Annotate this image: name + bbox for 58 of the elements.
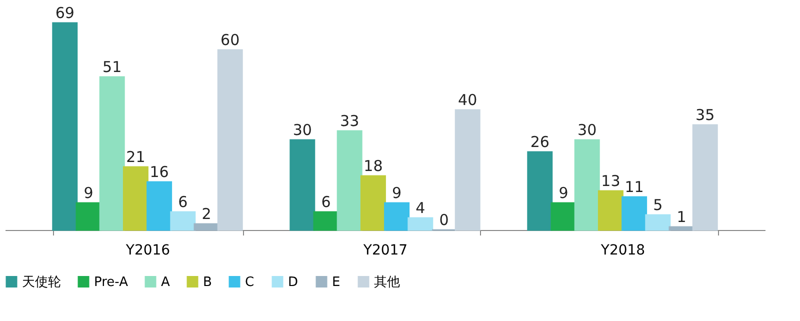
bar xyxy=(384,202,410,231)
data-label: 0 xyxy=(439,211,449,229)
bar xyxy=(336,130,362,231)
legend-label: D xyxy=(288,274,298,290)
data-label: 4 xyxy=(416,199,426,217)
data-label: 16 xyxy=(150,163,169,181)
data-label: 26 xyxy=(530,133,550,151)
data-label: 2 xyxy=(202,205,212,223)
data-label: 9 xyxy=(84,184,94,202)
bar xyxy=(550,202,576,231)
bar xyxy=(360,175,386,231)
data-label: 30 xyxy=(292,121,312,139)
data-label: 11 xyxy=(624,178,644,196)
bar xyxy=(313,211,339,231)
bar xyxy=(574,139,600,231)
legend-label: C xyxy=(245,274,254,290)
bar xyxy=(99,76,125,231)
bar xyxy=(290,139,316,231)
bar xyxy=(122,166,148,231)
data-label: 40 xyxy=(458,91,478,109)
bar xyxy=(454,109,480,231)
data-label: 69 xyxy=(55,4,74,22)
x-tick-label: Y2017 xyxy=(362,242,408,258)
bar xyxy=(598,190,624,231)
legend-label: Pre-A xyxy=(94,274,128,290)
data-label: 1 xyxy=(676,208,686,226)
data-label: 18 xyxy=(364,157,383,175)
data-label: 13 xyxy=(601,172,620,190)
bar xyxy=(170,211,196,231)
legend-label: A xyxy=(161,274,170,290)
bar xyxy=(668,226,694,231)
bar xyxy=(76,202,102,231)
x-tick-label: Y2016 xyxy=(124,242,170,258)
data-label: 30 xyxy=(578,121,597,139)
bar xyxy=(194,223,220,231)
data-label: 6 xyxy=(178,193,188,211)
data-label: 35 xyxy=(696,106,715,124)
legend-label: 天使轮 xyxy=(22,274,61,290)
bar xyxy=(146,181,172,231)
bar xyxy=(527,151,553,231)
data-label: 9 xyxy=(558,184,568,202)
x-tick-label: Y2018 xyxy=(600,242,646,258)
legend-label: B xyxy=(203,274,212,290)
data-label: 33 xyxy=(340,112,360,130)
data-label: 5 xyxy=(653,196,663,214)
bar xyxy=(408,217,434,231)
data-label: 51 xyxy=(102,58,122,76)
bar xyxy=(52,22,78,231)
bar xyxy=(622,196,648,231)
data-label: 9 xyxy=(392,184,402,202)
data-label: 21 xyxy=(126,148,146,166)
legend-label: 其他 xyxy=(374,274,400,290)
bar xyxy=(645,214,671,231)
data-label: 60 xyxy=(220,31,240,49)
bar xyxy=(692,124,718,231)
legend-label: E xyxy=(332,274,340,290)
data-label: 6 xyxy=(321,193,331,211)
bar xyxy=(217,49,243,231)
